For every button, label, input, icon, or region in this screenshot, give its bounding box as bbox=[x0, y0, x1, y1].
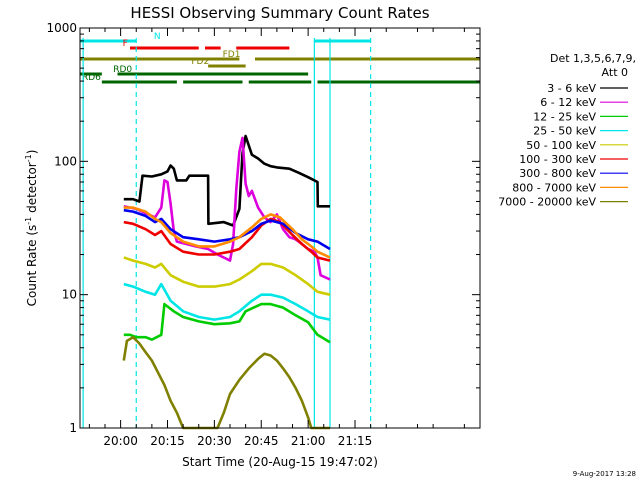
x-tick-label-20-45: 20:45 bbox=[244, 434, 279, 448]
x-axis-ticks: 20:00 20:15 20:30 20:45 21:00 21:15 bbox=[88, 28, 465, 448]
legend-header-attenuator: Att 0 bbox=[602, 66, 628, 79]
chart-title: HESSI Observing Summary Count Rates bbox=[130, 4, 429, 22]
x-tick-label-21-15: 21:15 bbox=[338, 434, 373, 448]
band-label-rd6: RD6 bbox=[82, 73, 101, 83]
series-line-12-25-kev bbox=[123, 302, 331, 344]
series-line-800-7000-kev bbox=[123, 206, 331, 259]
y-tick-label-10: 10 bbox=[62, 288, 77, 302]
x-tick-label-21-00: 21:00 bbox=[291, 434, 326, 448]
legend-label-3-6-kev: 3 - 6 keV bbox=[547, 82, 596, 95]
series-line-7000-20000-kev bbox=[122, 335, 330, 430]
legend-label-25-50-kev: 25 - 50 keV bbox=[533, 125, 596, 138]
y-tick-label-100: 100 bbox=[54, 154, 77, 168]
y-label-sup2: -1 bbox=[24, 154, 33, 162]
x-tick-label-20-15: 20:15 bbox=[150, 434, 185, 448]
band-label-fd1: FD1 bbox=[223, 50, 241, 60]
y-axis-label: Count Rate (s-1 detector-1) bbox=[24, 150, 39, 307]
legend-label-100-300-kev: 100 - 300 keV bbox=[519, 153, 596, 166]
legend-label-12-25-kev: 12 - 25 keV bbox=[533, 110, 596, 123]
x-tick-label-20-00: 20:00 bbox=[103, 434, 138, 448]
y-tick-label-1000: 1000 bbox=[46, 21, 77, 35]
date-stamp: 9-Aug-2017 13:28 bbox=[573, 470, 636, 478]
legend-label-6-12-kev: 6 - 12 keV bbox=[540, 96, 596, 109]
legend-header-detectors: Det 1,3,5,6,7,9, bbox=[550, 52, 636, 65]
y-label-sup1: -1 bbox=[24, 217, 33, 225]
attenuator-markers bbox=[82, 38, 372, 428]
band-label-n: N bbox=[154, 32, 161, 42]
y-label-end: ) bbox=[25, 150, 39, 155]
y-tick-label-1: 1 bbox=[69, 421, 77, 435]
band-label-fd2: FD2 bbox=[191, 57, 209, 67]
series-line-3-6-kev bbox=[123, 134, 330, 227]
observing-mode-bands: N F FD1 FD2 RD0 RD6 bbox=[80, 32, 480, 84]
y-label-main: Count Rate (s bbox=[25, 225, 39, 307]
legend-label-300-800-kev: 300 - 800 keV bbox=[519, 167, 596, 180]
series-line-100-300-kev bbox=[123, 217, 331, 262]
x-axis-label: Start Time (20-Aug-15 19:47:02) bbox=[182, 455, 378, 469]
band-label-rd0: RD0 bbox=[113, 65, 132, 75]
x-tick-label-20-30: 20:30 bbox=[197, 434, 232, 448]
plot-frame bbox=[79, 27, 481, 429]
count-rate-series bbox=[122, 134, 331, 430]
band-label-f: F bbox=[123, 39, 128, 49]
legend-label-800-7000-kev: 800 - 7000 keV bbox=[512, 181, 596, 194]
y-label-mid: detector bbox=[25, 162, 39, 217]
series-line-6-12-kev bbox=[123, 136, 331, 281]
legend-label-7000-20000-kev: 7000 - 20000 keV bbox=[498, 196, 596, 209]
series-line-25-50-kev bbox=[123, 282, 331, 321]
legend-label-50-100-kev: 50 - 100 keV bbox=[526, 139, 596, 152]
y-axis-ticks: 1 10 100 1000 bbox=[46, 21, 480, 435]
series-line-50-100-kev bbox=[123, 256, 331, 296]
